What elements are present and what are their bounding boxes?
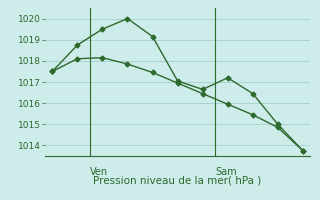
Text: Ven: Ven <box>90 167 108 177</box>
Text: Sam: Sam <box>215 167 237 177</box>
X-axis label: Pression niveau de la mer( hPa ): Pression niveau de la mer( hPa ) <box>93 175 262 185</box>
